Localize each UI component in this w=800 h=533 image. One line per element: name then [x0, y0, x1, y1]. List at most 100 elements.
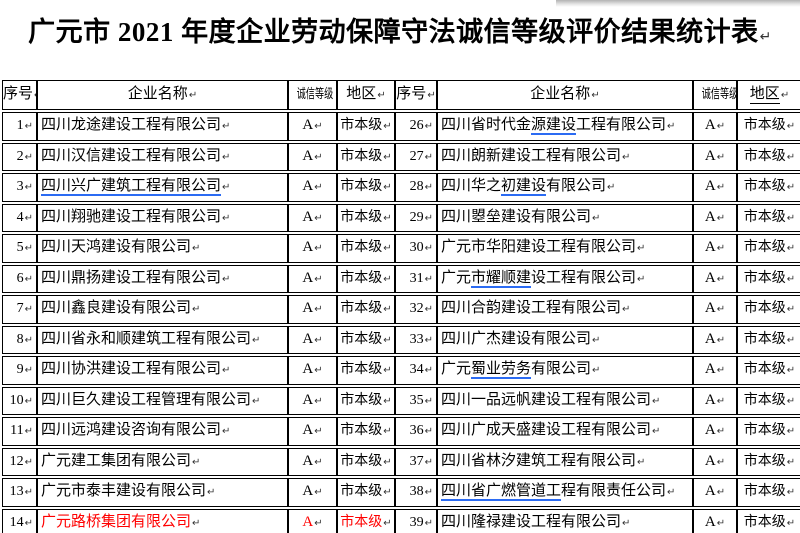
- company-name-cell: 广元建工集团有限公司↵: [37, 447, 288, 476]
- table-row: 8↵ 四川省永和顺建筑工程有限公司↵ A↵ 市本级↵ 33↵ 四川广杰建设有限公司↵ A↵ 市…: [2, 325, 800, 354]
- column-header-region: 地区↵: [737, 80, 800, 110]
- cell-end-mark: ↵: [591, 90, 600, 101]
- table-row: 9↵ 四川协洪建设工程有限公司↵ A↵ 市本级↵ 34↵ 广元蜀业劳务有限公司↵ A↵ 市本级…: [2, 356, 800, 385]
- cell-end-mark: ↵: [652, 395, 661, 407]
- cell-end-mark: ↵: [314, 456, 323, 468]
- column-header-grade: 诚信等级↵: [288, 80, 337, 110]
- column-header-seq: 序号↵: [2, 80, 37, 110]
- region-cell: 市本级↵: [337, 142, 395, 171]
- cell-end-mark: ↵: [252, 395, 261, 407]
- company-name-cell: 四川龙途建设工程有限公司↵: [37, 112, 288, 141]
- cell-end-mark: ↵: [314, 121, 323, 132]
- cell-end-mark: ↵: [424, 182, 433, 193]
- cell-end-mark: ↵: [24, 395, 33, 407]
- company-name-cell: 四川鼎扬建设工程有限公司↵: [37, 264, 288, 293]
- column-header-label: 序号: [396, 86, 427, 102]
- grade-cell: A↵: [693, 112, 737, 141]
- spellcheck-underline: 蜀业劳务: [471, 361, 532, 379]
- table-row: 14↵ 广元路桥集团有限公司↵ A↵ 市本级↵ 39↵ 四川隆禄建设工程有限公司↵ A↵ 市本…: [2, 508, 800, 533]
- cell-end-mark: ↵: [786, 334, 796, 346]
- cell-end-mark: ↵: [786, 426, 796, 437]
- company-name-cell: 四川华之初建设有限公司↵: [437, 173, 693, 202]
- cell-end-mark: ↵: [34, 90, 36, 101]
- cell-end-mark: ↵: [377, 90, 386, 101]
- cell-end-mark: ↵: [24, 273, 33, 285]
- row-number-cell: 11↵: [2, 417, 37, 446]
- company-name-cell: 四川汉信建设工程有限公司↵: [37, 142, 288, 171]
- row-number-cell: 35↵: [395, 386, 437, 415]
- cell-end-mark: ↵: [222, 121, 231, 132]
- company-name-cell: 四川隆禄建设工程有限公司↵: [437, 508, 693, 533]
- cell-end-mark: ↵: [24, 334, 33, 346]
- cell-end-mark: ↵: [424, 456, 433, 468]
- cell-end-mark: ↵: [667, 121, 676, 132]
- cell-end-mark: ↵: [24, 517, 33, 529]
- cell-end-mark: ↵: [716, 151, 726, 163]
- company-name-cell: 四川巨久建设工程管理有限公司↵: [37, 386, 288, 415]
- grade-cell: A↵: [288, 417, 337, 446]
- row-number-cell: 2↵: [2, 142, 37, 171]
- cell-end-mark: ↵: [383, 304, 392, 315]
- column-header-grade: 诚信等级↵: [693, 80, 737, 110]
- grade-cell: A↵: [288, 264, 337, 293]
- row-number-cell: 10↵: [2, 386, 37, 415]
- cell-end-mark: ↵: [424, 151, 433, 163]
- region-cell: 市本级↵: [737, 508, 800, 533]
- cell-end-mark: ↵: [424, 212, 433, 224]
- row-number-cell: 14↵: [2, 508, 37, 533]
- region-cell: 市本级↵: [737, 356, 800, 385]
- table-row: 7↵ 四川鑫良建设有限公司↵ A↵ 市本级↵ 32↵ 四川合韵建设工程有限公司↵ A↵ 市本级…: [2, 295, 800, 324]
- row-number-cell: 38↵: [395, 478, 437, 507]
- cell-end-mark: ↵: [314, 487, 323, 498]
- column-header-company: 企业名称↵: [37, 80, 288, 110]
- cell-end-mark: ↵: [24, 487, 33, 498]
- cell-end-mark: ↵: [24, 426, 33, 437]
- region-cell: 市本级↵: [737, 203, 800, 232]
- row-number-cell: 36↵: [395, 417, 437, 446]
- region-cell: 市本级↵: [737, 173, 800, 202]
- grade-cell: A↵: [693, 447, 737, 476]
- cell-end-mark: ↵: [667, 487, 676, 498]
- region-cell: 市本级↵: [337, 203, 395, 232]
- row-number-cell: 5↵: [2, 234, 37, 263]
- company-name-cell: 四川省永和顺建筑工程有限公司↵: [37, 325, 288, 354]
- company-name-cell: 四川一品远帆建设工程有限公司↵: [437, 386, 693, 415]
- row-number-cell: 30↵: [395, 234, 437, 263]
- row-number-cell: 8↵: [2, 325, 37, 354]
- row-number-cell: 4↵: [2, 203, 37, 232]
- region-cell: 市本级↵: [337, 234, 395, 263]
- cell-end-mark: ↵: [222, 426, 231, 437]
- cell-end-mark: ↵: [716, 517, 726, 529]
- row-number-cell: 37↵: [395, 447, 437, 476]
- cell-end-mark: ↵: [716, 273, 726, 285]
- cell-end-mark: ↵: [383, 395, 392, 407]
- cell-end-mark: ↵: [786, 365, 796, 376]
- cell-end-mark: ↵: [637, 456, 646, 468]
- cell-end-mark: ↵: [192, 517, 201, 529]
- cell-end-mark: ↵: [424, 426, 433, 437]
- grade-cell: A↵: [693, 417, 737, 446]
- cell-end-mark: ↵: [383, 273, 392, 285]
- cell-end-mark: ↵: [314, 365, 323, 376]
- window-edge-shade: [556, 0, 800, 7]
- table-row: 12↵ 广元建工集团有限公司↵ A↵ 市本级↵ 37↵ 四川省林汐建筑工程有限公司↵ A↵ 市…: [2, 447, 800, 476]
- cell-end-mark: ↵: [383, 121, 392, 132]
- cell-end-mark: ↵: [622, 304, 631, 315]
- cell-end-mark: ↵: [383, 426, 392, 437]
- cell-end-mark: ↵: [786, 182, 796, 193]
- row-number-cell: 6↵: [2, 264, 37, 293]
- table-row: 1↵ 四川龙途建设工程有限公司↵ A↵ 市本级↵ 26↵ 四川省时代金源建设工程有限公司↵…: [2, 112, 800, 141]
- column-header-company: 企业名称↵: [437, 80, 693, 110]
- cell-end-mark: ↵: [24, 243, 33, 254]
- cell-end-mark: ↵: [786, 121, 796, 132]
- cell-end-mark: ↵: [314, 182, 323, 193]
- company-name-cell: 四川鑫良建设有限公司↵: [37, 295, 288, 324]
- table-row: 5↵ 四川天鸿建设有限公司↵ A↵ 市本级↵ 30↵ 广元市华阳建设工程有限公司↵ A↵ 市本…: [2, 234, 800, 263]
- company-name-cell: 四川合韵建设工程有限公司↵: [437, 295, 693, 324]
- company-name-cell: 四川天鸿建设有限公司↵: [37, 234, 288, 263]
- grade-cell: A↵: [288, 112, 337, 141]
- cell-end-mark: ↵: [314, 426, 323, 437]
- cell-end-mark: ↵: [383, 212, 392, 224]
- table-row: 10↵ 四川巨久建设工程管理有限公司↵ A↵ 市本级↵ 35↵ 四川一品远帆建设工程有限公…: [2, 386, 800, 415]
